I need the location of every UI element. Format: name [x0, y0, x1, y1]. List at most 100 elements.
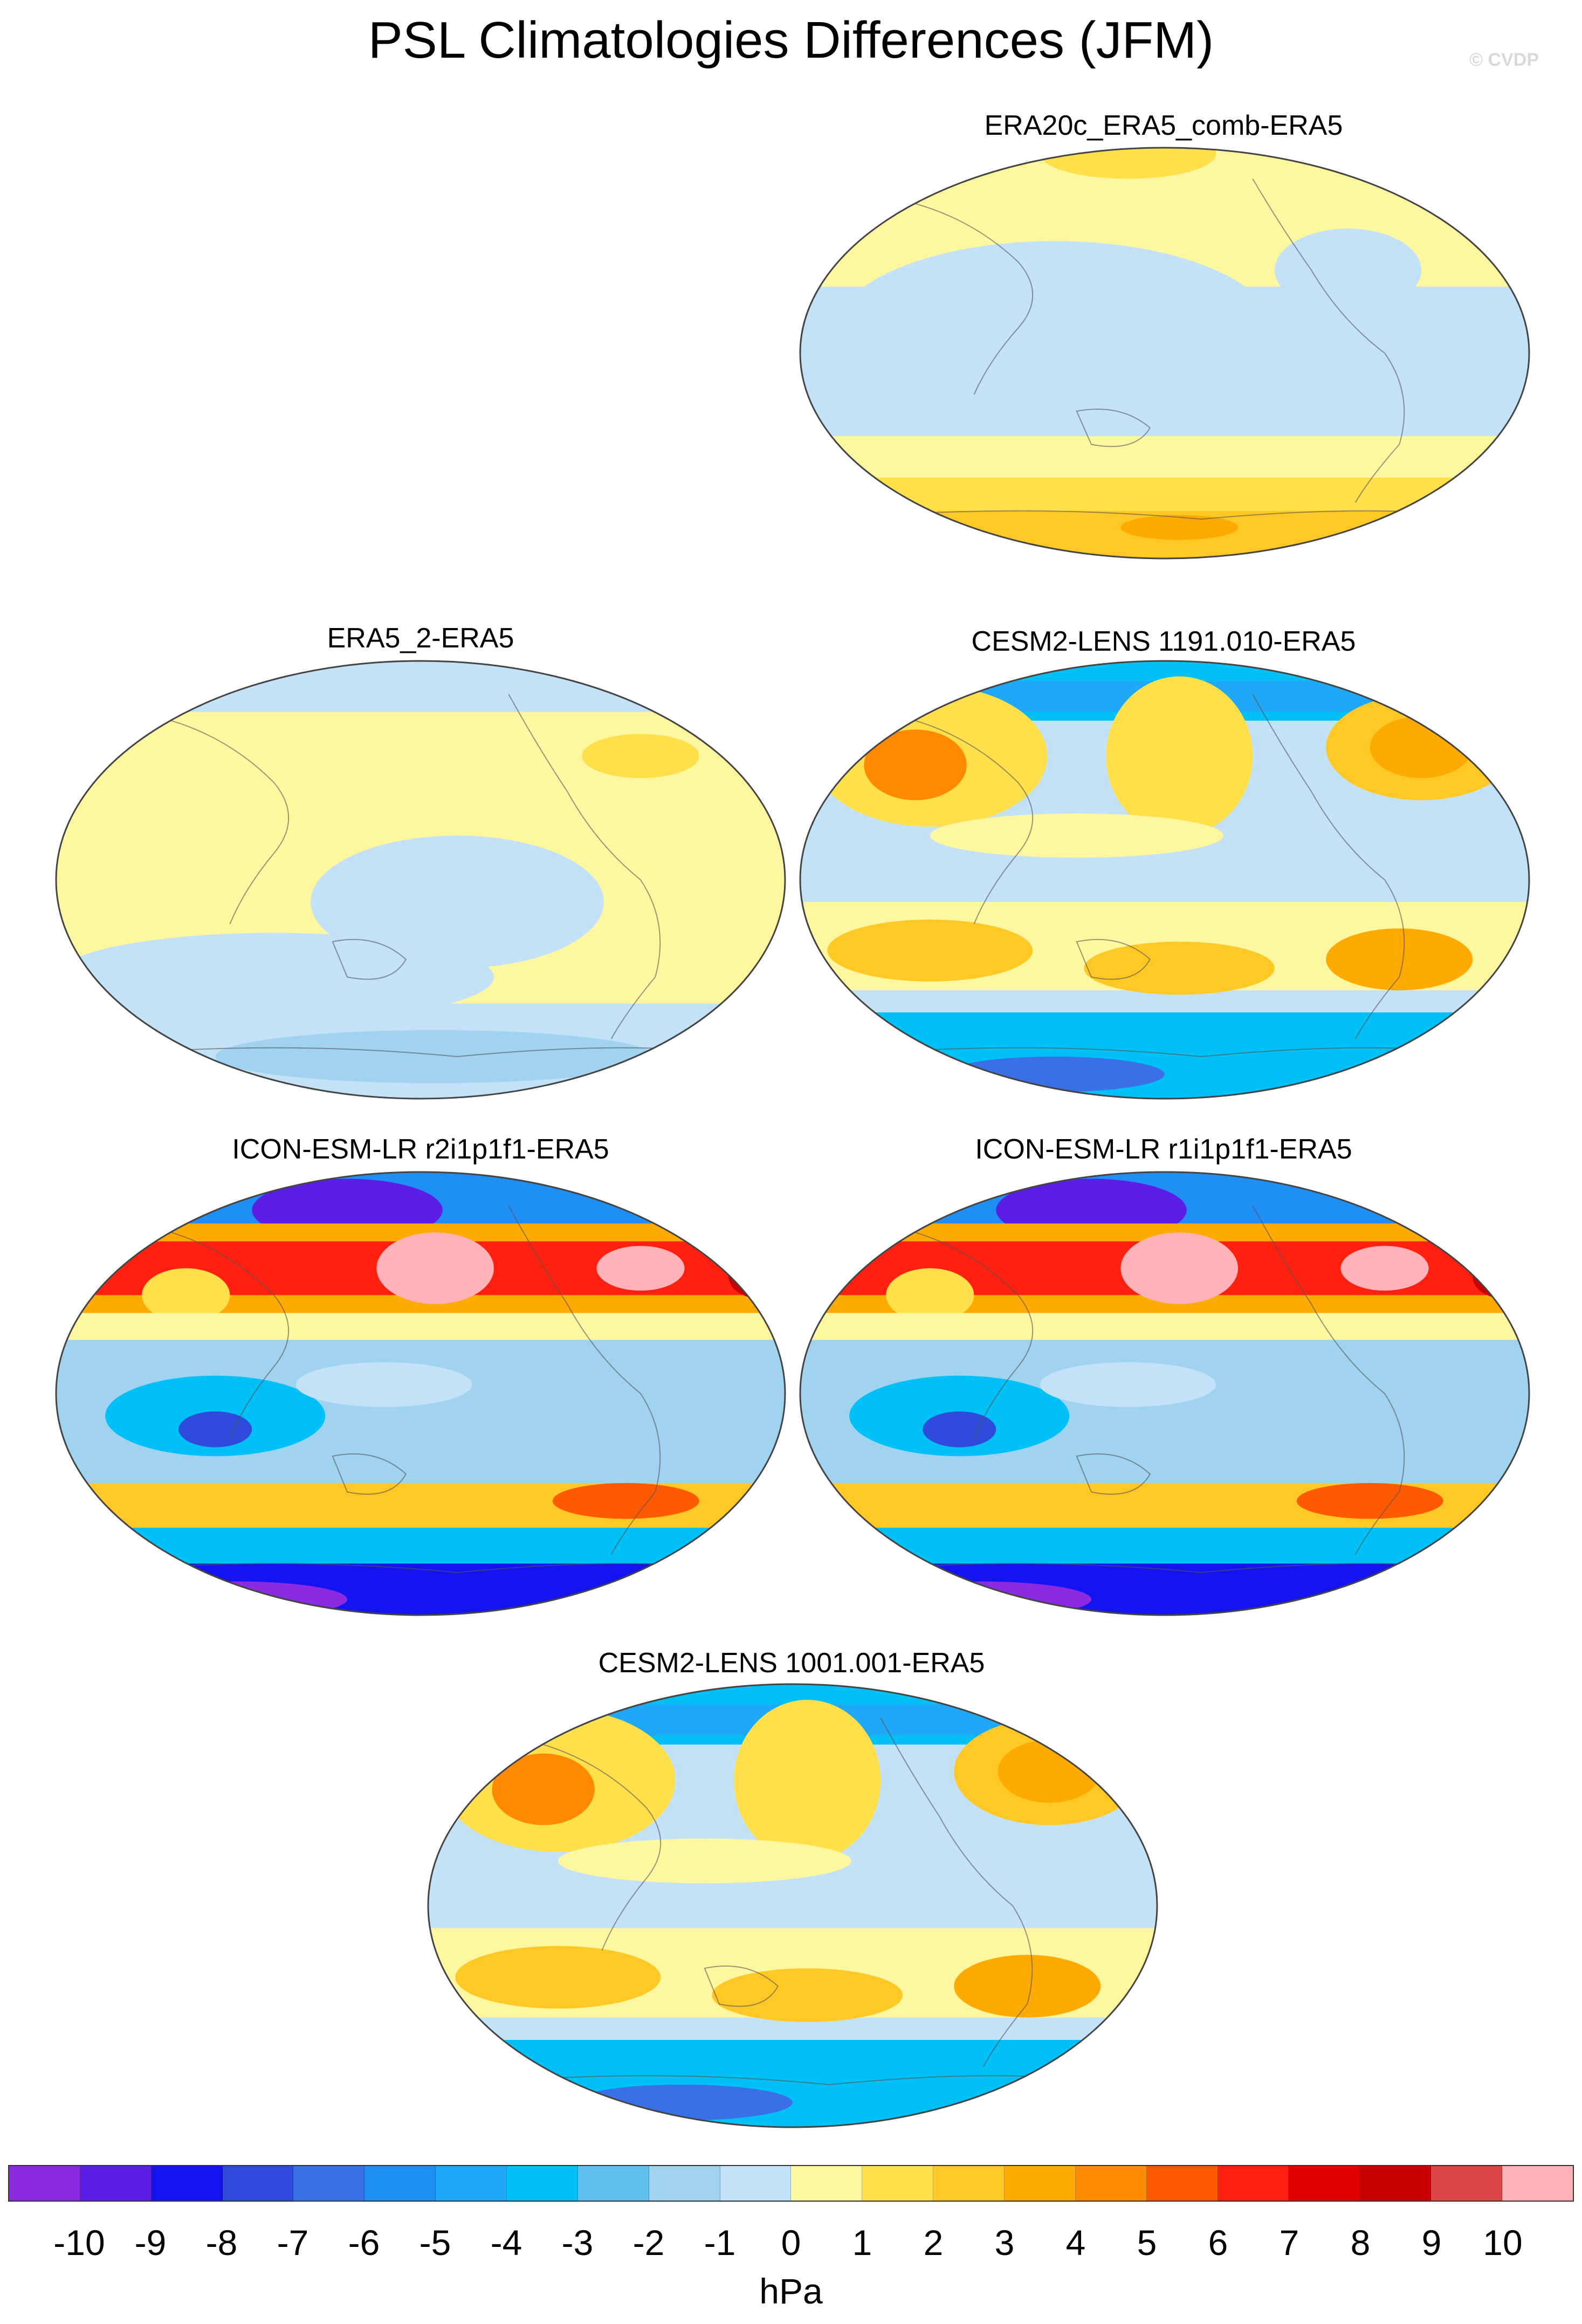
- coastline: [1076, 939, 1151, 980]
- contour-region: [1275, 229, 1421, 312]
- contour-region: [56, 661, 785, 712]
- contour-region: [127, 1581, 347, 1615]
- colorbar-units: hPa: [759, 2271, 823, 2311]
- panel-title-cesm-1001: CESM2-LENS 1001.001-ERA5: [598, 1647, 985, 1679]
- coastline: [1252, 694, 1405, 1039]
- coastline: [915, 720, 1034, 925]
- colorbar-swatch: [1431, 2166, 1503, 2201]
- contour-region: [142, 1268, 230, 1322]
- colorbar-swatch: [364, 2166, 436, 2201]
- colorbar-swatch: [1146, 2166, 1218, 2201]
- contour-region: [1473, 1254, 1529, 1300]
- colorbar-swatch: [1218, 2166, 1289, 2201]
- colorbar-swatch: [1289, 2166, 1360, 2201]
- coastline: [171, 1232, 290, 1439]
- colorbar-swatch: [649, 2166, 720, 2201]
- contour-region: [1120, 1232, 1238, 1304]
- colorbar-swatch: [720, 2166, 792, 2201]
- colorbar-swatch: [507, 2166, 578, 2201]
- contour-region: [827, 919, 1033, 982]
- colorbar-tick-label: 8: [1350, 2223, 1371, 2263]
- map-panel-cesm-1191: [799, 660, 1530, 1100]
- map-panel-icon-r2: [55, 1171, 786, 1616]
- coastline: [543, 1744, 662, 1951]
- colorbar-tick-label: 5: [1137, 2223, 1157, 2263]
- map-outline: [799, 147, 1530, 560]
- colorbar-tick-label: 6: [1208, 2223, 1228, 2263]
- colorbar-swatch: [933, 2166, 1005, 2201]
- map-outline: [55, 1171, 786, 1616]
- contour-region: [728, 1254, 785, 1300]
- contour-region: [596, 1246, 685, 1291]
- colorbar-tick-label: 3: [994, 2223, 1015, 2263]
- contour-region: [56, 1313, 785, 1340]
- contour-region: [56, 933, 494, 1022]
- colorbar-tick-label: 0: [781, 2223, 801, 2263]
- panel-title-icon-r1: ICON-ESM-LR r1i1p1f1-ERA5: [975, 1134, 1352, 1165]
- contour-region: [552, 1483, 699, 1519]
- coastline: [508, 694, 661, 1039]
- contour-region: [1296, 1483, 1443, 1519]
- colorbar-tick-label: -3: [561, 2223, 594, 2263]
- map-panel-era5-2: [55, 660, 786, 1100]
- contour-region: [56, 1528, 785, 1564]
- contour-region: [835, 241, 1275, 424]
- figure-title: PSL Climatologies Differences (JFM): [368, 11, 1214, 69]
- colorbar-tick-label: -6: [348, 2223, 380, 2263]
- colorbar-swatch: [151, 2166, 223, 2201]
- contour-region: [1084, 941, 1275, 995]
- colorbar: [8, 2165, 1574, 2202]
- panel-title-icon-r2: ICON-ESM-LR r2i1p1f1-ERA5: [232, 1134, 609, 1165]
- coastline: [880, 1717, 1033, 2067]
- coastline: [704, 1966, 779, 2007]
- colorbar-swatch: [9, 2166, 80, 2201]
- coastline: [171, 720, 290, 925]
- colorbar-tick-label: -10: [53, 2223, 105, 2263]
- colorbar-tick-label: 10: [1483, 2223, 1523, 2263]
- contour-region: [734, 1700, 881, 1861]
- coastline: [1252, 178, 1405, 503]
- colorbar-swatch: [1075, 2166, 1147, 2201]
- colorbar-tick-label: -9: [134, 2223, 167, 2263]
- contour-region: [930, 813, 1223, 858]
- colorbar-swatch: [222, 2166, 294, 2201]
- map-panel-era20c: [799, 147, 1530, 560]
- colorbar-swatch: [1502, 2166, 1573, 2201]
- coastline: [332, 939, 407, 980]
- colorbar-swatch: [80, 2166, 152, 2201]
- colorbar-tick-label: 2: [923, 2223, 944, 2263]
- map-outline: [799, 660, 1530, 1100]
- colorbar-swatch: [436, 2166, 507, 2201]
- contour-region: [492, 1753, 595, 1825]
- contour-region: [295, 1362, 472, 1407]
- contour-region: [428, 2040, 1157, 2127]
- colorbar-swatch: [577, 2166, 649, 2201]
- contour-region: [573, 2085, 793, 2121]
- contour-region: [56, 1563, 785, 1615]
- map-panel-icon-r1: [799, 1171, 1530, 1616]
- contour-region: [376, 1232, 494, 1304]
- map-outline: [799, 1171, 1530, 1616]
- colorbar-tick-label: 7: [1279, 2223, 1299, 2263]
- colorbar-swatch: [1360, 2166, 1432, 2201]
- contour-region: [582, 734, 699, 778]
- colorbar-tick-label: 4: [1065, 2223, 1086, 2263]
- contour-region: [455, 1946, 661, 2009]
- contour-region: [886, 1268, 974, 1322]
- colorbar-tick-label: 1: [852, 2223, 872, 2263]
- coastline: [915, 1232, 1034, 1439]
- contour-region: [215, 1030, 656, 1084]
- contour-region: [800, 1012, 1529, 1099]
- contour-region: [945, 1057, 1165, 1092]
- coastline: [1076, 1453, 1151, 1495]
- colorbar-tick-label: -1: [704, 2223, 736, 2263]
- contour-region: [311, 836, 604, 968]
- panel-title-era5-2: ERA5_2-ERA5: [327, 623, 514, 654]
- colorbar-tick-label: 9: [1421, 2223, 1442, 2263]
- contour-region: [864, 729, 967, 801]
- contour-region: [1326, 928, 1473, 990]
- panel-title-era20c: ERA20c_ERA5_comb-ERA5: [984, 110, 1343, 141]
- contour-region: [800, 1313, 1529, 1340]
- colorbar-swatch: [791, 2166, 863, 2201]
- colorbar-tick-label: -4: [490, 2223, 522, 2263]
